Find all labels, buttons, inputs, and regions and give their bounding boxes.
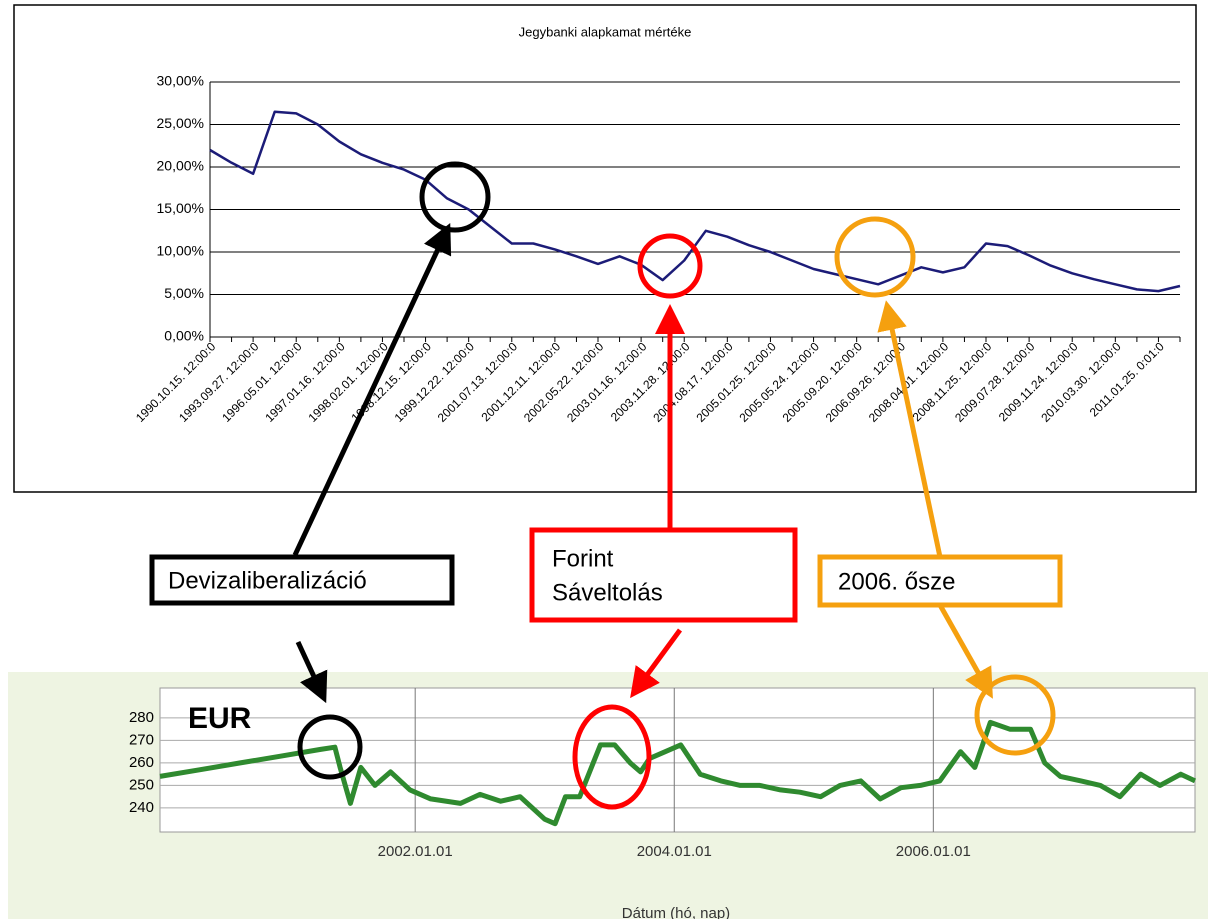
y-tick-label: 0,00% — [164, 328, 204, 344]
y-tick-label: 30,00% — [157, 73, 204, 89]
x-tick-label: 2006.01.01 — [896, 843, 971, 860]
annotations — [149, 161, 1063, 810]
annotation-texts: Devizaliberalizáció Forint Sáveltolás 20… — [168, 545, 955, 606]
annotation-text: Sáveltolás — [552, 579, 663, 606]
circle — [637, 233, 703, 299]
y-tick-label: 5,00% — [164, 285, 204, 301]
circle — [297, 714, 363, 780]
top-chart-frame — [13, 4, 1197, 493]
circle — [572, 704, 652, 810]
circle — [974, 674, 1056, 756]
y-tick-label: 280 — [129, 709, 154, 726]
y-tick-label: 250 — [129, 776, 154, 793]
x-axis-label: Dátum (hó, nap) — [622, 905, 730, 919]
chart-title: Jegybanki alapkamat mértéke — [519, 24, 692, 39]
annotation-text: 2006. ősze — [838, 568, 955, 595]
annotation-text: Forint — [552, 545, 614, 572]
chart-title: EUR — [188, 702, 252, 735]
circle — [419, 161, 491, 233]
annotation-text: Devizaliberalizáció — [168, 567, 367, 594]
x-tick-label: 2004.01.01 — [637, 843, 712, 860]
y-tick-label: 15,00% — [157, 200, 204, 216]
arrow — [630, 628, 683, 699]
x-tick-label: 2002.01.01 — [378, 843, 453, 860]
y-tick-label: 260 — [129, 754, 154, 771]
y-tick-label: 240 — [129, 799, 154, 816]
annotation-box — [149, 554, 455, 606]
bottom-plot-area — [159, 687, 1196, 833]
arrow — [877, 300, 943, 558]
line — [159, 719, 1197, 827]
y-tick-label: 10,00% — [157, 243, 204, 259]
arrow — [295, 640, 328, 704]
annotation-box — [817, 554, 1063, 608]
annotation-box — [529, 527, 798, 623]
arrow — [937, 603, 993, 699]
y-tick-label: 20,00% — [157, 158, 204, 174]
arrow — [292, 222, 452, 557]
circle — [834, 216, 916, 298]
y-tick-label: 270 — [129, 731, 154, 748]
y-tick-label: 25,00% — [157, 115, 204, 131]
